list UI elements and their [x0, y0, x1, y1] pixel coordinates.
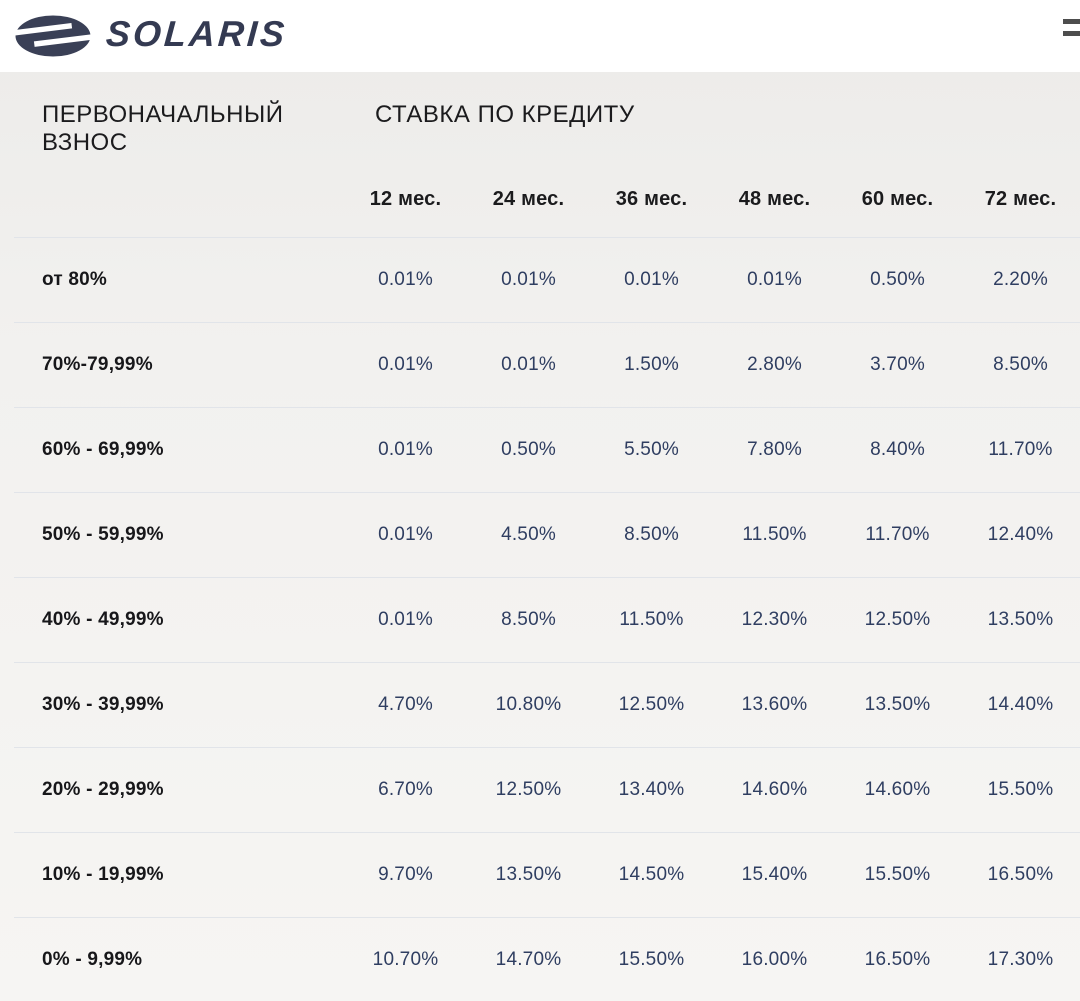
rate-cell: 0.01% [378, 268, 433, 290]
rate-cell: 0.01% [378, 353, 433, 375]
rate-cell: 8.50% [501, 608, 556, 630]
solaris-logo[interactable]: SOLARIS [14, 13, 289, 58]
solaris-wordmark: SOLARIS [104, 13, 289, 54]
column-header: 72 мес. [984, 188, 1057, 210]
rate-cell: 17.30% [987, 948, 1054, 970]
rate-cell: 0.01% [378, 438, 433, 460]
down-payment-title: ПЕРВОНАЧАЛЬНЫЙ ВЗНОС [42, 101, 284, 156]
rate-cell: 0.01% [501, 353, 556, 375]
rate-cell: 8.50% [624, 523, 679, 545]
column-header: 36 мес. [615, 188, 688, 210]
rate-cell: 0.01% [624, 268, 679, 290]
table-row: 50% - 59,99% 0.01% 4.50% 8.50% 11.50% 11.70%… [0, 492, 1080, 577]
rate-cell: 16.50% [987, 863, 1054, 885]
rate-cell: 12.40% [987, 523, 1054, 545]
rate-cell: 12.50% [618, 693, 685, 715]
rate-cell: 4.70% [378, 693, 433, 715]
table-row: от 80% 0.01% 0.01% 0.01% 0.01% 0.50% 2.20% [0, 237, 1080, 322]
table-row: 0% - 9,99% 10.70% 14.70% 15.50% 16.00% 16.50… [0, 917, 1080, 1001]
rate-cell: 11.70% [865, 523, 930, 545]
rate-cell: 0.50% [870, 268, 925, 290]
rate-cell: 1.50% [624, 353, 679, 375]
table-row: 10% - 19,99% 9.70% 13.50% 14.50% 15.40% 15.5… [0, 832, 1080, 917]
rate-cell: 10.80% [495, 693, 562, 715]
rate-cell: 11.70% [988, 438, 1053, 460]
rate-cell: 3.70% [870, 353, 925, 375]
rate-cell: 11.50% [742, 523, 807, 545]
credit-rates-section: ПЕРВОНАЧАЛЬНЫЙ ВЗНОС СТАВКА ПО КРЕДИТУ 1… [0, 72, 1080, 1001]
rate-cell: 14.70% [495, 948, 562, 970]
rate-cell: 15.40% [741, 863, 808, 885]
row-label: 20% - 29,99% [42, 778, 164, 800]
rate-cell: 13.50% [864, 693, 931, 715]
column-header: 48 мес. [738, 188, 811, 210]
table-row: 30% - 39,99% 4.70% 10.80% 12.50% 13.60% 13.5… [0, 662, 1080, 747]
table-row: 20% - 29,99% 6.70% 12.50% 13.40% 14.60% 14.6… [0, 747, 1080, 832]
credit-rate-title: СТАВКА ПО КРЕДИТУ [375, 101, 635, 128]
rate-cell: 2.20% [993, 268, 1048, 290]
rate-cell: 14.40% [987, 693, 1054, 715]
rate-cell: 6.70% [378, 778, 433, 800]
rate-cell: 10.70% [372, 948, 439, 970]
column-header: 24 мес. [492, 188, 565, 210]
row-label: 70%-79,99% [42, 353, 153, 375]
column-header: 12 мес. [369, 188, 442, 210]
rate-cell: 8.40% [870, 438, 925, 460]
table-row: 60% - 69,99% 0.01% 0.50% 5.50% 7.80% 8.40% 11… [0, 407, 1080, 492]
row-label: 40% - 49,99% [42, 608, 164, 630]
rate-cell: 12.50% [864, 608, 931, 630]
rate-cell: 8.50% [993, 353, 1048, 375]
rate-cell: 16.00% [741, 948, 808, 970]
rates-table-body: от 80% 0.01% 0.01% 0.01% 0.01% 0.50% 2.20% 70… [0, 237, 1080, 1001]
row-label: от 80% [42, 268, 107, 290]
rate-cell: 9.70% [378, 863, 433, 885]
row-label: 50% - 59,99% [42, 523, 164, 545]
rate-cell: 4.50% [501, 523, 556, 545]
row-label: 60% - 69,99% [42, 438, 164, 460]
rate-cell: 13.60% [741, 693, 808, 715]
rate-cell: 14.60% [741, 778, 808, 800]
rate-cell: 14.50% [618, 863, 685, 885]
top-navigation-bar: SOLARIS [0, 0, 1080, 72]
rate-cell: 0.01% [378, 608, 433, 630]
table-row: 70%-79,99% 0.01% 0.01% 1.50% 2.80% 3.70% 8.50… [0, 322, 1080, 407]
rate-cell: 15.50% [864, 863, 931, 885]
rate-cell: 5.50% [624, 438, 679, 460]
rate-cell: 12.30% [741, 608, 808, 630]
rate-cell: 0.01% [747, 268, 802, 290]
rate-cell: 2.80% [747, 353, 802, 375]
section-titles-row: ПЕРВОНАЧАЛЬНЫЙ ВЗНОС СТАВКА ПО КРЕДИТУ [0, 101, 1080, 157]
rate-cell: 0.01% [501, 268, 556, 290]
rate-cell: 13.50% [495, 863, 562, 885]
column-header: 60 мес. [861, 188, 934, 210]
rate-cell: 16.50% [864, 948, 931, 970]
hamburger-menu-icon[interactable] [1063, 19, 1080, 36]
rate-cell: 7.80% [747, 438, 802, 460]
row-label: 30% - 39,99% [42, 693, 164, 715]
row-label: 0% - 9,99% [42, 948, 143, 970]
rate-cell: 13.50% [987, 608, 1054, 630]
rate-cell: 13.40% [618, 778, 685, 800]
rate-cell: 15.50% [987, 778, 1054, 800]
rate-cell: 12.50% [495, 778, 562, 800]
rate-cell: 14.60% [864, 778, 931, 800]
rate-cell: 0.50% [501, 438, 556, 460]
solaris-emblem-icon [14, 15, 92, 57]
rate-cell: 0.01% [378, 523, 433, 545]
rate-cell: 15.50% [618, 948, 685, 970]
row-label: 10% - 19,99% [42, 863, 164, 885]
table-row: 40% - 49,99% 0.01% 8.50% 11.50% 12.30% 12.50… [0, 577, 1080, 662]
column-header-row: 12 мес. 24 мес. 36 мес. 48 мес. 60 мес. 72 ме… [0, 187, 1080, 211]
rate-cell: 11.50% [619, 608, 684, 630]
